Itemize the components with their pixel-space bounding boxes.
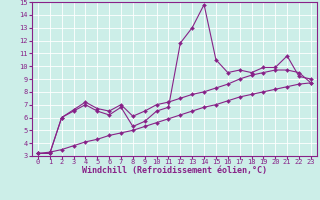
X-axis label: Windchill (Refroidissement éolien,°C): Windchill (Refroidissement éolien,°C) bbox=[82, 166, 267, 175]
